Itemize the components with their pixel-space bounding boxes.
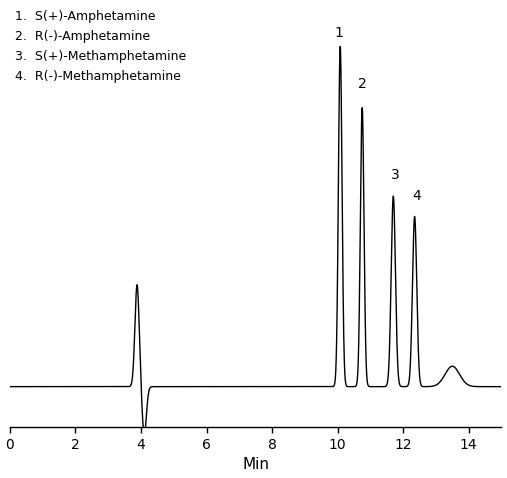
Text: 2: 2 [358, 76, 367, 91]
Text: 3: 3 [390, 168, 400, 183]
Text: 1: 1 [335, 26, 344, 40]
X-axis label: Min: Min [242, 457, 269, 472]
Text: 1.  S(+)-Amphetamine
2.  R(-)-Amphetamine
3.  S(+)-Methamphetamine
4.  R(-)-Meth: 1. S(+)-Amphetamine 2. R(-)-Amphetamine … [15, 10, 186, 83]
Text: 4: 4 [412, 189, 421, 203]
